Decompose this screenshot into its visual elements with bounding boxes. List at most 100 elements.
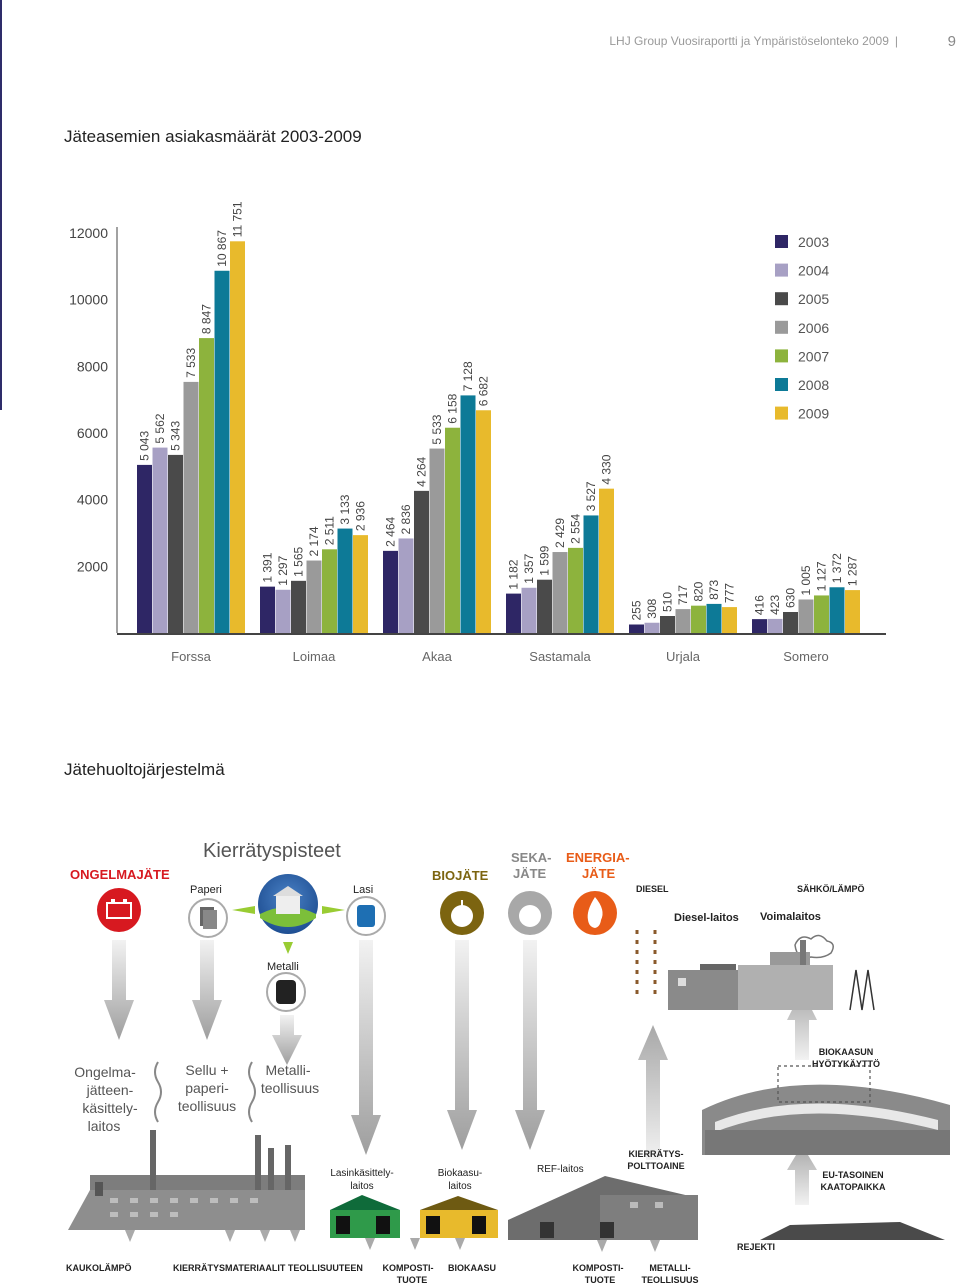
bar-value-label: 820 bbox=[692, 581, 706, 601]
bar-loimaa-2004 bbox=[275, 589, 291, 633]
category-label-forssa: Forssa bbox=[171, 649, 212, 664]
bar-value-label: 1 182 bbox=[507, 559, 521, 589]
waste-management-diagram: ONGELMAJÄTE Kierrätyspisteet Paperi Lasi… bbox=[66, 840, 950, 1285]
label-biokaasulaitos-1: Biokaasu- bbox=[438, 1168, 482, 1179]
page-number: 9 bbox=[947, 33, 956, 50]
header-separator: | bbox=[894, 34, 898, 48]
bar-value-label: 416 bbox=[753, 595, 767, 615]
arrow-down-hazardous bbox=[104, 940, 134, 1040]
bar-forssa-2006 bbox=[183, 381, 199, 633]
bar-value-label: 2 554 bbox=[569, 514, 583, 544]
bar-somero-2005 bbox=[783, 612, 798, 633]
bar-value-label: 2 511 bbox=[323, 516, 337, 545]
label-biokaasulaitos-2: laitos bbox=[448, 1181, 471, 1192]
y-tick-label: 8000 bbox=[77, 358, 108, 374]
legend-swatch-2003 bbox=[775, 235, 788, 248]
diesel-plant-illustration bbox=[668, 964, 738, 1010]
bar-value-label: 11 751 bbox=[231, 201, 245, 237]
label-voimalaitos: Voimalaitos bbox=[760, 911, 821, 923]
legend-swatch-2009 bbox=[775, 406, 788, 420]
arrow-down-glass bbox=[351, 940, 381, 1155]
margin-rule bbox=[0, 0, 2, 410]
bar-value-label: 717 bbox=[676, 585, 690, 605]
bar-value-label: 6 158 bbox=[446, 393, 460, 423]
label-lasi: Lasi bbox=[353, 884, 373, 896]
bar-value-label: 1 287 bbox=[846, 556, 860, 586]
ongelma-line-3: käsittely- bbox=[82, 1100, 138, 1116]
category-label-loimaa: Loimaa bbox=[293, 649, 336, 664]
y-tick-label: 2000 bbox=[77, 558, 108, 574]
bar-value-label: 8 847 bbox=[200, 304, 214, 334]
arrow-up-eu bbox=[787, 1145, 817, 1205]
label-diesel-laitos: Diesel-laitos bbox=[674, 912, 739, 924]
bar-loimaa-2003 bbox=[260, 586, 275, 633]
bar-value-label: 10 867 bbox=[215, 230, 229, 267]
bar-urjala-2004 bbox=[644, 622, 660, 633]
label-sellu: Sellu + paperi- teollisuus bbox=[178, 1062, 236, 1114]
power-line-icon bbox=[849, 969, 875, 1011]
legend-swatch-2006 bbox=[775, 320, 788, 334]
bar-urjala-2007 bbox=[691, 605, 706, 633]
bar-value-label: 2 464 bbox=[384, 517, 398, 547]
bar-value-label: 510 bbox=[661, 592, 675, 612]
arrow-down-mixed bbox=[515, 940, 545, 1150]
hazardous-waste-icon bbox=[97, 888, 141, 932]
category-label-sastamala: Sastamala bbox=[529, 649, 591, 664]
bar-value-label: 873 bbox=[707, 580, 721, 600]
legend-label-2009: 2009 bbox=[798, 406, 829, 422]
bar-value-label: 5 343 bbox=[169, 421, 183, 451]
label-kierratyspolttoaine-2: POLTTOAINE bbox=[627, 1161, 684, 1171]
bar-value-label: 1 357 bbox=[522, 553, 536, 583]
bar-forssa-2008 bbox=[214, 270, 230, 633]
diagram-title: Jätehuoltojärjestelmä bbox=[64, 760, 225, 779]
bar-loimaa-2009 bbox=[353, 535, 368, 633]
bar-akaa-2007 bbox=[445, 427, 460, 633]
label-seka-2: JÄTE bbox=[513, 866, 547, 881]
legend-swatch-2004 bbox=[775, 263, 788, 277]
bar-sastamala-2008 bbox=[583, 515, 599, 633]
bar-somero-2004 bbox=[767, 618, 783, 633]
chart-title: Jäteasemien asiakasmäärät 2003-2009 bbox=[64, 127, 362, 146]
label-biokaasun-2: HYÖTYKÄYTTÖ bbox=[812, 1059, 880, 1069]
biogas-plant-illustration bbox=[420, 1196, 498, 1238]
category-label-akaa: Akaa bbox=[422, 649, 452, 664]
bar-somero-2008 bbox=[829, 587, 845, 633]
bar-sastamala-2006 bbox=[552, 552, 568, 633]
bar-value-label: 6 682 bbox=[477, 376, 491, 406]
bar-forssa-2003 bbox=[137, 464, 152, 633]
glass-icon bbox=[346, 896, 386, 936]
bar-value-label: 255 bbox=[630, 600, 644, 620]
category-label-somero: Somero bbox=[783, 649, 829, 664]
bar-sastamala-2009 bbox=[599, 488, 614, 633]
flame-icon bbox=[573, 891, 617, 935]
bar-forssa-2004 bbox=[152, 447, 168, 633]
label-metalliteollisuus: Metalli- teollisuus bbox=[261, 1062, 319, 1096]
legend-label-2006: 2006 bbox=[798, 320, 829, 336]
bar-forssa-2009 bbox=[230, 241, 245, 634]
label-komposti-1a: KOMPOSTI- bbox=[383, 1263, 434, 1273]
metalli-line-1: Metalli- bbox=[265, 1062, 310, 1078]
bottom-arrows bbox=[125, 1230, 660, 1252]
landfill-illustration bbox=[760, 1222, 945, 1240]
legend-label-2005: 2005 bbox=[798, 291, 829, 307]
label-eu-1: EU-TASOINEN bbox=[822, 1170, 883, 1180]
bar-loimaa-2007 bbox=[322, 549, 337, 633]
bar-loimaa-2008 bbox=[337, 528, 353, 633]
bar-value-label: 1 297 bbox=[276, 555, 290, 585]
legend-label-2004: 2004 bbox=[798, 263, 829, 279]
metal-flow-arrow bbox=[283, 942, 293, 954]
bar-sastamala-2003 bbox=[506, 593, 521, 633]
bar-value-label: 3 527 bbox=[584, 481, 598, 511]
bar-sastamala-2004 bbox=[521, 587, 537, 633]
bar-somero-2007 bbox=[814, 595, 829, 633]
legend-swatch-2008 bbox=[775, 378, 788, 391]
bar-akaa-2008 bbox=[460, 395, 476, 633]
label-komposti-1b: TUOTE bbox=[397, 1275, 428, 1285]
bar-value-label: 7 128 bbox=[461, 361, 475, 391]
arrow-down-bio bbox=[447, 940, 477, 1150]
bar-somero-2006 bbox=[798, 599, 814, 633]
label-komposti-2a: KOMPOSTI- bbox=[573, 1263, 624, 1273]
bar-forssa-2007 bbox=[199, 338, 214, 633]
bar-urjala-2009 bbox=[722, 607, 737, 633]
bar-akaa-2006 bbox=[429, 448, 445, 633]
